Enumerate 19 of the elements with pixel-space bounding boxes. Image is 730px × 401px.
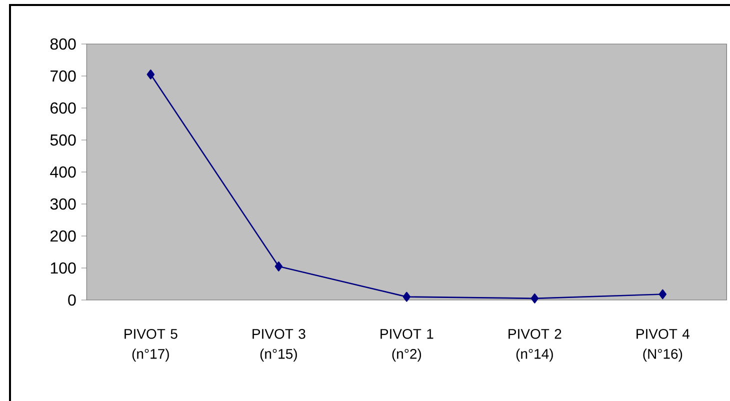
x-tick-label: PIVOT 5 (n°17): [124, 328, 178, 362]
y-tick-label: 300: [50, 198, 76, 210]
y-tick-label: 600: [50, 102, 76, 114]
x-tick-label: PIVOT 1 (n°2): [380, 328, 434, 362]
x-tick-label: PIVOT 2 (n°14): [508, 328, 562, 362]
y-tick-label: 0: [68, 294, 76, 306]
point: [402, 292, 411, 302]
y-tick-label: 700: [50, 70, 76, 82]
y-tick-label: 500: [50, 134, 76, 146]
x-tick-label: PIVOT 3 (n°15): [252, 328, 306, 362]
point: [146, 69, 155, 80]
x-tick-label: PIVOT 4 (N°16): [636, 328, 690, 362]
y-tick-label: 400: [50, 166, 76, 178]
point: [530, 293, 539, 304]
point: [274, 261, 283, 272]
y-tick-label: 800: [50, 38, 76, 50]
point: [658, 289, 667, 300]
y-tick-label: 200: [50, 230, 76, 242]
y-tick-label: 100: [50, 262, 76, 274]
